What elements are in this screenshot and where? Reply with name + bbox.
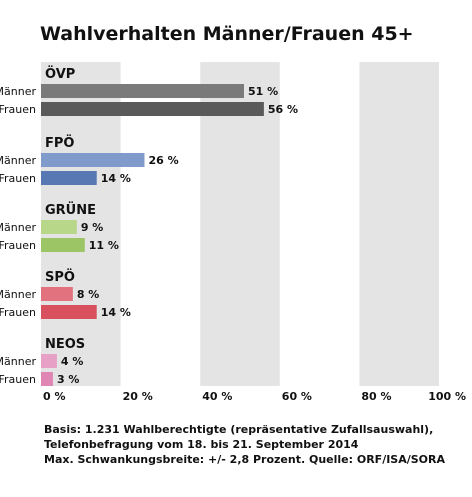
- row-label-frauen: Frauen: [0, 239, 36, 252]
- x-tick-label: 100 %: [428, 390, 466, 403]
- row-label-frauen: Frauen: [0, 373, 36, 386]
- value-label: 26 %: [148, 154, 178, 167]
- bar-grüne-frauen: [41, 238, 85, 252]
- value-label: 14 %: [101, 172, 131, 185]
- value-label: 9 %: [81, 221, 104, 234]
- value-label: 4 %: [61, 355, 84, 368]
- footnote: Basis: 1.231 Wahlberechtigte (repräsenta…: [44, 422, 464, 467]
- x-tick-label: 0 %: [43, 390, 66, 403]
- party-label: FPÖ: [45, 135, 74, 151]
- party-label: GRÜNE: [45, 202, 96, 218]
- bar-spö-maenner: [41, 287, 73, 301]
- bar-neos-maenner: [41, 354, 57, 368]
- row-label-maenner: Männer: [0, 154, 36, 167]
- grid-band-2: [359, 62, 439, 386]
- row-label-maenner: Männer: [0, 85, 36, 98]
- bar-grüne-maenner: [41, 220, 77, 234]
- row-label-maenner: Männer: [0, 221, 36, 234]
- bar-fpö-maenner: [41, 153, 145, 167]
- bar-övp-maenner: [41, 84, 244, 98]
- row-label-maenner: Männer: [0, 288, 36, 301]
- bar-spö-frauen: [41, 305, 97, 319]
- row-label-frauen: Frauen: [0, 306, 36, 319]
- bar-fpö-frauen: [41, 171, 97, 185]
- bar-övp-frauen: [41, 102, 264, 116]
- party-group-fpö: FPÖ Männer 26 % Frauen 14 %: [0, 135, 179, 185]
- value-label: 56 %: [268, 103, 298, 116]
- footnote-line-2: Telefonbefragung vom 18. bis 21. Septemb…: [44, 438, 359, 451]
- chart-title: Wahlverhalten Männer/Frauen 45+: [40, 23, 414, 45]
- party-group-spö: SPÖ Männer 8 % Frauen 14 %: [0, 269, 131, 319]
- footnote-line-3: Max. Schwankungsbreite: +/- 2,8 Prozent.…: [44, 453, 446, 466]
- bar-groups: ÖVP Männer 51 % Frauen 56 % FPÖ Männer 26 % Frau…: [0, 66, 298, 386]
- value-label: 3 %: [57, 373, 80, 386]
- party-group-neos: NEOS Männer 4 % Frauen 3 %: [0, 337, 85, 386]
- row-label-frauen: Frauen: [0, 172, 36, 185]
- row-label-maenner: Männer: [0, 355, 36, 368]
- party-label: SPÖ: [45, 269, 75, 285]
- x-tick-label: 40 %: [202, 390, 232, 403]
- footnote-line-1: Basis: 1.231 Wahlberechtigte (repräsenta…: [44, 423, 434, 436]
- value-label: 8 %: [77, 288, 100, 301]
- x-tick-label: 60 %: [282, 390, 312, 403]
- x-axis-ticks: 0 % 20 % 40 % 60 % 80 % 100 %: [43, 390, 466, 403]
- x-tick-label: 20 %: [123, 390, 153, 403]
- party-label: ÖVP: [45, 66, 75, 82]
- value-label: 14 %: [101, 306, 131, 319]
- bar-neos-frauen: [41, 372, 53, 386]
- value-label: 11 %: [89, 239, 119, 252]
- party-group-övp: ÖVP Männer 51 % Frauen 56 %: [0, 66, 298, 116]
- party-group-grüne: GRÜNE Männer 9 % Frauen 11 %: [0, 202, 119, 252]
- row-label-frauen: Frauen: [0, 103, 36, 116]
- value-label: 51 %: [248, 85, 278, 98]
- x-tick-label: 80 %: [361, 390, 391, 403]
- party-label: NEOS: [45, 337, 85, 352]
